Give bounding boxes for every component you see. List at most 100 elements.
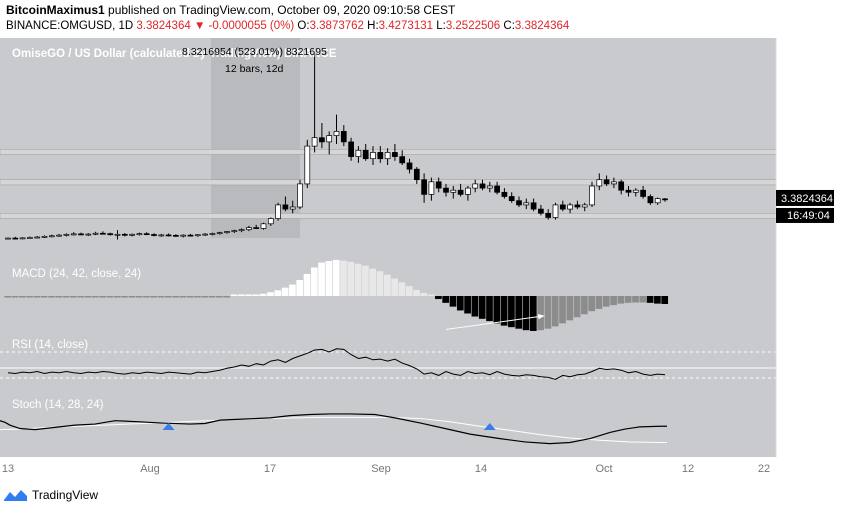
candle-body [56,234,62,237]
candle-body [362,149,369,160]
price-axis[interactable]: USD 10.00000008.00000006.00000004.000000… [776,46,838,449]
rsi-tick-label: 40.00 [792,373,820,385]
candle-body [297,183,303,208]
candle [143,232,150,236]
macd-bar [4,296,12,298]
candles-group [5,53,668,240]
candle [19,237,26,240]
macd-bar [230,294,238,296]
candle-body [275,204,281,219]
macd-bar [471,296,479,317]
macd-tick-label: 0.0000000 [780,291,832,303]
candle-body [34,236,41,239]
macd-bar [391,278,398,296]
candle-body [238,229,245,232]
macd-bar [624,296,632,303]
candle [545,209,552,220]
candle [209,232,216,236]
macd-bar [106,296,114,298]
rsi-line [7,348,666,380]
macd-bar [559,296,566,324]
candle [180,234,187,238]
candle [216,231,223,235]
stoch-k-line [0,413,667,445]
candle-body [246,227,252,231]
close-value: 3.3824364 [514,20,570,32]
candle [12,236,19,240]
candle [530,198,537,212]
candle-body [311,137,318,147]
macd-bar [172,296,179,298]
macd-bar [654,296,661,304]
footer: TradingView [4,488,98,502]
candle-body [523,202,530,206]
time-tick-label: 22 [758,463,770,475]
time-axis[interactable]: 13 Aug 17 Sep 14 Oct 12 22 [2,463,770,475]
price-tick-label: 6.0000000 [780,139,832,151]
candle-body [443,187,449,193]
down-triangle-icon: ▼ [193,20,206,32]
candle-body [19,237,26,240]
candle [56,233,62,237]
candle [435,177,442,193]
candle-body [384,152,391,160]
macd-bar [500,296,508,326]
candle [136,232,143,236]
candle [647,194,654,205]
macd-bar [55,296,63,298]
macd-bar [508,296,515,328]
candle [355,146,362,163]
rsi-tick-label: 80.00 [792,338,820,350]
macd-bar [296,280,304,296]
macd-bar [442,296,450,303]
candle [428,177,435,201]
candle [581,202,588,212]
macd-bar [201,296,209,298]
candle [603,175,610,186]
rsi-label: RSI (14, close) [12,339,88,351]
candle-body [165,234,172,237]
candle [246,225,252,232]
candle [100,231,106,235]
macd-bar [281,287,289,296]
candle-body [187,234,194,237]
time-tick-label: Aug [140,463,160,475]
last-price-tag-text: 3.3824364 [781,193,833,205]
macd-label: MACD (24, 42, close, 24) [12,268,141,280]
candle-body [530,202,537,210]
candle-body [143,233,150,236]
author-name[interactable]: BitcoinMaximus1 [6,3,105,17]
candle [78,232,84,236]
candle-body [231,230,238,232]
macd-bar [62,296,70,298]
macd-bar [77,296,85,298]
candle-body [348,141,354,157]
candle-body [70,233,77,236]
tradingview-brand[interactable]: TradingView [32,488,99,502]
macd-bar [464,296,471,314]
macd-bar [354,263,362,296]
ohlc-header: BINANCE:OMGUSD, 1D 3.3824364 ▼ -0.000005… [6,20,569,32]
candle-body [421,179,427,195]
macd-bar [639,296,647,303]
candle-body [625,189,632,193]
macd-bar [157,296,165,298]
candle [27,236,33,239]
macd-bar [310,267,318,296]
candle-body [340,131,347,143]
candle [187,233,194,237]
macd-bar [493,296,501,324]
macd-bar [456,296,464,311]
chart-canvas[interactable]: OmiseGO / US Dollar (calculated by Tradi… [0,38,850,485]
candle [362,144,369,161]
candle-body [567,204,573,210]
time-tick-label: 17 [264,463,276,475]
candle-body [27,237,33,239]
candle-body [12,237,19,240]
macd-bar [135,296,143,298]
macd-bar [376,271,384,296]
macd-bar [18,296,26,298]
macd-bar [113,296,121,298]
candle-body [603,179,610,185]
macd-bar [435,296,442,300]
